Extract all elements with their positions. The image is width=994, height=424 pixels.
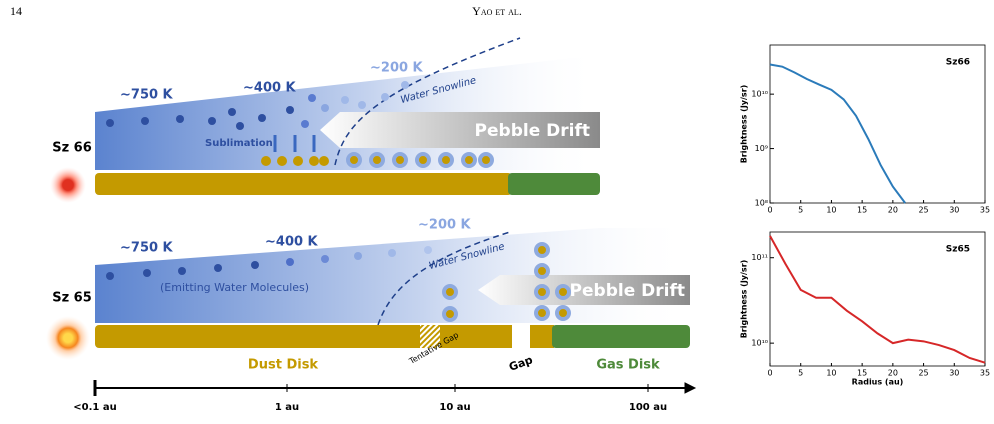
x-tick-label: 5 [798,369,803,378]
snowline [334,37,521,166]
molecules [106,246,432,280]
pebbles [442,242,571,322]
y-tick-label: 10⁸ [755,199,768,208]
drift-arrow [478,275,690,305]
y-axis-label: Brightness (Jy/sr) [740,85,749,164]
molecules [106,81,409,130]
dust-label: Dust Disk [248,358,319,373]
x-tick-label: 30 [949,369,959,378]
snowline [377,231,511,326]
data-line [769,235,986,364]
data-line [769,63,906,204]
x-tick-label: 0 [767,369,772,378]
x-tick-label: 25 [918,206,928,215]
x-tick-label: 15 [857,369,867,378]
x-tick-label: 0 [767,206,772,215]
sublimation-arrows [273,135,316,152]
temp: ∼750 K [120,241,174,256]
x-axis-label: Radius (au) [852,378,904,387]
dust-disk [95,325,425,348]
distance-axis [93,380,697,396]
gas-disk [508,173,600,195]
x-tick-label: 20 [888,206,898,215]
drift-arrow [320,112,600,148]
grains [261,156,329,166]
gas-label: Gas Disk [596,358,660,373]
sublimation-label: Sublimation [205,138,273,149]
temp: ∼200 K [418,218,472,233]
drift-label: Pebble Drift [475,121,590,141]
x-tick-label: 25 [918,369,928,378]
axis-label: <0.1 au [73,402,116,413]
gas-disk [552,325,690,348]
drift-label: Pebble Drift [570,281,685,301]
emitting-label: (Emitting Water Molecules) [160,281,309,294]
x-tick-label: 35 [980,369,990,378]
temp: ∼750 K [120,88,174,103]
dust-ring [530,325,554,348]
plot-frame [769,231,986,367]
page-number: 14 [10,4,22,18]
x-tick-label: 15 [857,206,867,215]
y-tick-label: 10¹¹ [751,253,768,262]
star-sz65 [46,316,90,360]
plot-frame [769,44,986,204]
y-tick-label: 10¹⁰ [751,90,768,99]
temp: ∼400 K [265,235,319,250]
dust-disk [440,325,512,348]
x-tick-label: 10 [826,206,836,215]
chart-title: Sz66 [946,58,970,68]
dust-disk [95,173,512,195]
chart-title: Sz65 [946,245,970,255]
x-tick-label: 5 [798,206,803,215]
gap-label: Gap [507,353,534,374]
axis-label: 10 au [439,402,470,413]
x-tick-label: 30 [949,206,959,215]
axis-label: 1 au [275,402,299,413]
y-axis-label: Brightness (Jy/sr) [740,260,749,339]
pebbles [346,152,494,168]
temp: ∼400 K [243,81,297,96]
y-tick-label: 10⁹ [755,144,768,153]
star-label: Sz 66 [52,141,92,156]
y-tick-label: 10¹⁰ [751,339,768,348]
star-label: Sz 65 [52,291,92,306]
star-sz66 [50,167,86,203]
x-tick-label: 35 [980,206,990,215]
axis-label: 100 au [629,402,667,413]
temp: ∼200 K [370,61,424,76]
running-head: Yao et al. [472,4,522,18]
x-tick-label: 20 [888,369,898,378]
tentative-gap [420,325,440,348]
x-tick-label: 10 [826,369,836,378]
